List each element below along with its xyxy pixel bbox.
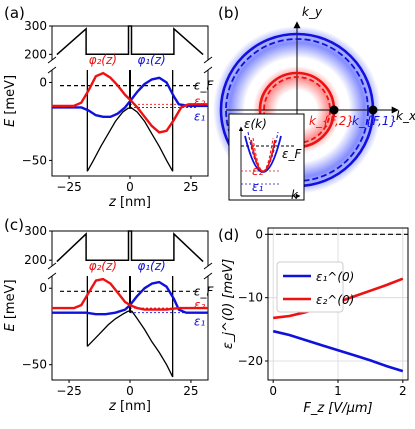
kF1-label: k_{F,1} <box>352 114 397 128</box>
dispersion-inset: ε(k) k ε_F ε₂ ε₁ <box>228 113 305 202</box>
ytick-200: 200 <box>24 47 47 61</box>
label-epsF: ε_F <box>194 79 214 93</box>
inset-eps-label: ε(k) <box>244 117 267 131</box>
panel-a-upper-axes <box>47 25 213 64</box>
ytick-minus50: −50 <box>22 153 47 167</box>
upper-frame <box>51 230 209 266</box>
xtick-2: 2 <box>399 384 407 398</box>
legend-label-eps1: ε₁^(0) <box>316 270 354 284</box>
barrier-potential <box>56 25 204 56</box>
axis-break-lower-1 <box>203 272 213 280</box>
ytick-minus50: −50 <box>22 358 47 372</box>
x-axis-label: z [nm] <box>108 399 151 414</box>
axis-break-lower-0 <box>47 66 57 74</box>
x-axis-var: z <box>108 195 117 210</box>
panel-a-lower-axes <box>47 66 213 179</box>
inset-red-band-dashed <box>252 137 274 172</box>
kF1-point <box>368 105 378 115</box>
y-axis-var: E <box>3 323 18 332</box>
label-epsF: ε_F <box>194 284 214 298</box>
ytick-minus10: −10 <box>238 291 263 305</box>
xtick-1: 1 <box>334 384 342 398</box>
ytick-300: 300 <box>24 19 47 33</box>
inset-k-label: k <box>291 188 299 202</box>
y-axis-unit: [meV] <box>3 75 18 115</box>
inset-eps2-label: ε₂ <box>252 164 263 178</box>
x-axis-label: F_z [V/μm] <box>303 401 372 416</box>
well-potential <box>86 310 174 378</box>
upper-frame <box>51 25 209 60</box>
inset-epsF-label: ε_F <box>282 147 302 161</box>
well-potential <box>86 107 174 172</box>
x-axis-label: z [nm] <box>108 195 151 210</box>
xtick-25: 25 <box>183 384 198 398</box>
y-axis-var: E <box>3 118 18 127</box>
xtick-minus25: −25 <box>56 180 81 194</box>
axis-break-lower-0 <box>47 272 57 280</box>
y-axis-label: E [meV] <box>3 279 18 331</box>
legend-label-eps2: ε₂^(0) <box>316 293 354 307</box>
panel-b: (b) k_{F,2} k_{F,1} k_x k_y ε(k) k <box>213 4 415 202</box>
ytick-300: 300 <box>24 224 47 238</box>
axis-break-upper-0 <box>47 56 57 64</box>
label-phi2: φ₂(z) <box>89 259 117 273</box>
label-phi1: φ₁(z) <box>137 259 165 273</box>
xtick-0: 0 <box>126 180 134 194</box>
x-axis-unit: [nm] <box>120 195 151 210</box>
kF2-label: k_{F,2} <box>309 114 354 128</box>
xtick-25: 25 <box>183 180 198 194</box>
xtick-0: 0 <box>269 384 277 398</box>
ytick-0: 0 <box>39 75 47 89</box>
panel-label-c: (c) <box>4 216 24 234</box>
xtick-minus25: −25 <box>56 384 81 398</box>
axis-break-upper-1 <box>203 56 213 64</box>
panel-c-upper-axes <box>47 230 213 270</box>
label-eps1: ε₁ <box>194 109 205 123</box>
ky-label: k_y <box>302 5 323 19</box>
label-eps1: ε₁ <box>194 315 205 329</box>
label-phi1: φ₁(z) <box>137 53 165 67</box>
panel-d: (d) 0 1 2 0 −10 −20 F_z [V/μm] ε_j^(0) [… <box>218 226 409 416</box>
series-line-1 <box>272 329 404 373</box>
legend: ε₁^(0) ε₂^(0) <box>276 261 354 313</box>
label-eps2: ε₂ <box>194 94 205 108</box>
y-axis-label: E [meV] <box>3 75 18 127</box>
inset-eps1-label: ε₁ <box>252 180 263 194</box>
label-phi2: φ₂(z) <box>89 53 117 67</box>
ytick-200: 200 <box>24 253 47 267</box>
kx-label: k_x <box>396 109 415 123</box>
y-axis-label: ε_j^(0) [meV] <box>221 259 236 349</box>
panel-label-b: (b) <box>218 4 239 22</box>
kF2-point <box>329 105 339 115</box>
panel-label-d: (d) <box>218 226 239 244</box>
panel-c: (c) 200 300 0 −50 −25 0 25 z [nm] E [meV… <box>3 216 214 414</box>
phi2-curve <box>52 71 208 134</box>
xtick-0: 0 <box>126 384 134 398</box>
phi2-curve <box>52 277 208 311</box>
axis-break-lower-1 <box>203 66 213 74</box>
axis-break-upper-0 <box>47 262 57 270</box>
inset-blue-band-dashed <box>247 131 279 172</box>
ytick-minus20: −20 <box>238 354 263 368</box>
y-axis-unit: [meV] <box>3 279 18 319</box>
axis-break-upper-1 <box>203 262 213 270</box>
phi1-curve <box>52 280 208 316</box>
panel-label-a: (a) <box>4 4 25 22</box>
ytick-0: 0 <box>255 227 263 241</box>
x-axis-var: z <box>108 399 117 414</box>
barrier-potential <box>56 230 204 263</box>
x-axis-unit: [nm] <box>120 399 151 414</box>
label-eps2: ε₂ <box>194 298 205 312</box>
ytick-0: 0 <box>39 281 47 295</box>
panel-c-lower-axes <box>47 272 213 383</box>
panel-a: (a) 200 300 0 −50 −25 0 25 z [nm] E [meV… <box>3 4 214 210</box>
